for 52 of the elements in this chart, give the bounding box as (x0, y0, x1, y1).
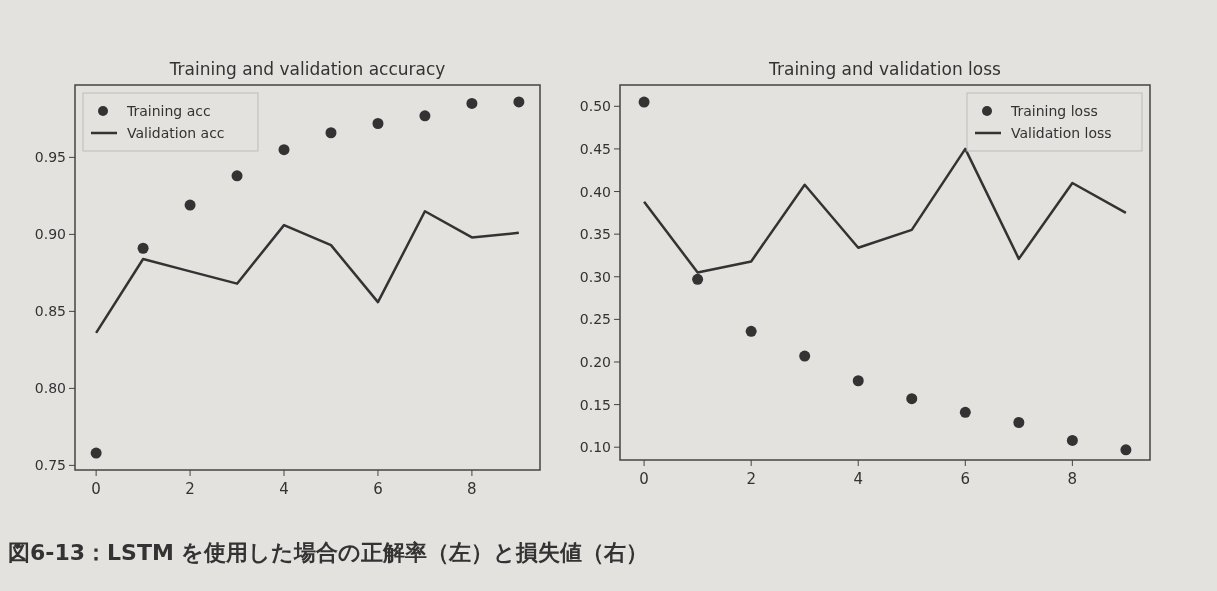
y-tick-label: 0.80 (34, 380, 66, 397)
chart-title: Training and validation loss (768, 59, 1002, 79)
caption: 図6-13：LSTM を使用した場合の正解率（左）と損失値（右） (8, 540, 649, 565)
point (278, 144, 290, 156)
chart-title: Training and validation accuracy (168, 59, 446, 79)
point (1120, 444, 1132, 456)
y-tick-label: 0.20 (579, 353, 611, 370)
x-tick-label: 6 (960, 470, 971, 488)
x-tick-label: 8 (467, 480, 477, 498)
point (1066, 434, 1078, 446)
x-tick-label: 4 (279, 480, 289, 498)
y-tick-label: 0.10 (579, 439, 611, 456)
y-tick-label: 0.50 (579, 98, 611, 115)
y-tick-label: 0.40 (579, 183, 611, 200)
x-tick-label: 8 (1067, 470, 1078, 488)
point (466, 97, 478, 109)
y-tick-label: 0.35 (579, 226, 611, 243)
point (906, 393, 918, 405)
legend-label: Validation loss (1011, 125, 1112, 141)
point (184, 199, 196, 211)
legend-label: Training loss (1010, 103, 1098, 119)
point (513, 96, 525, 108)
point (852, 375, 864, 387)
point (745, 325, 757, 337)
x-tick-label: 2 (185, 480, 195, 498)
point (137, 242, 149, 254)
point (959, 406, 971, 418)
y-tick-label: 0.25 (579, 311, 611, 328)
x-tick-label: 2 (746, 470, 756, 488)
point (1013, 417, 1025, 428)
y-tick-label: 0.15 (579, 396, 611, 413)
legend-label: Validation acc (127, 125, 225, 141)
legend-label: Training acc (126, 103, 211, 119)
point (90, 447, 102, 459)
point (419, 110, 431, 122)
line-series (94, 210, 521, 335)
y-tick-label: 0.75 (34, 457, 66, 474)
point (638, 96, 650, 108)
y-tick-label: 0.85 (34, 303, 66, 320)
point (372, 118, 384, 129)
x-tick-label: 4 (853, 470, 864, 488)
y-tick-label: 0.30 (579, 268, 611, 285)
point (325, 127, 337, 139)
x-tick-label: 0 (91, 480, 101, 498)
point (799, 350, 811, 362)
x-tick-label: 0 (639, 470, 649, 488)
x-tick-label: 6 (373, 480, 383, 498)
y-tick-label: 0.90 (34, 226, 66, 243)
point (231, 170, 243, 182)
point (692, 273, 704, 285)
y-tick-label: 0.45 (579, 140, 611, 157)
y-tick-label: 0.95 (34, 149, 66, 166)
